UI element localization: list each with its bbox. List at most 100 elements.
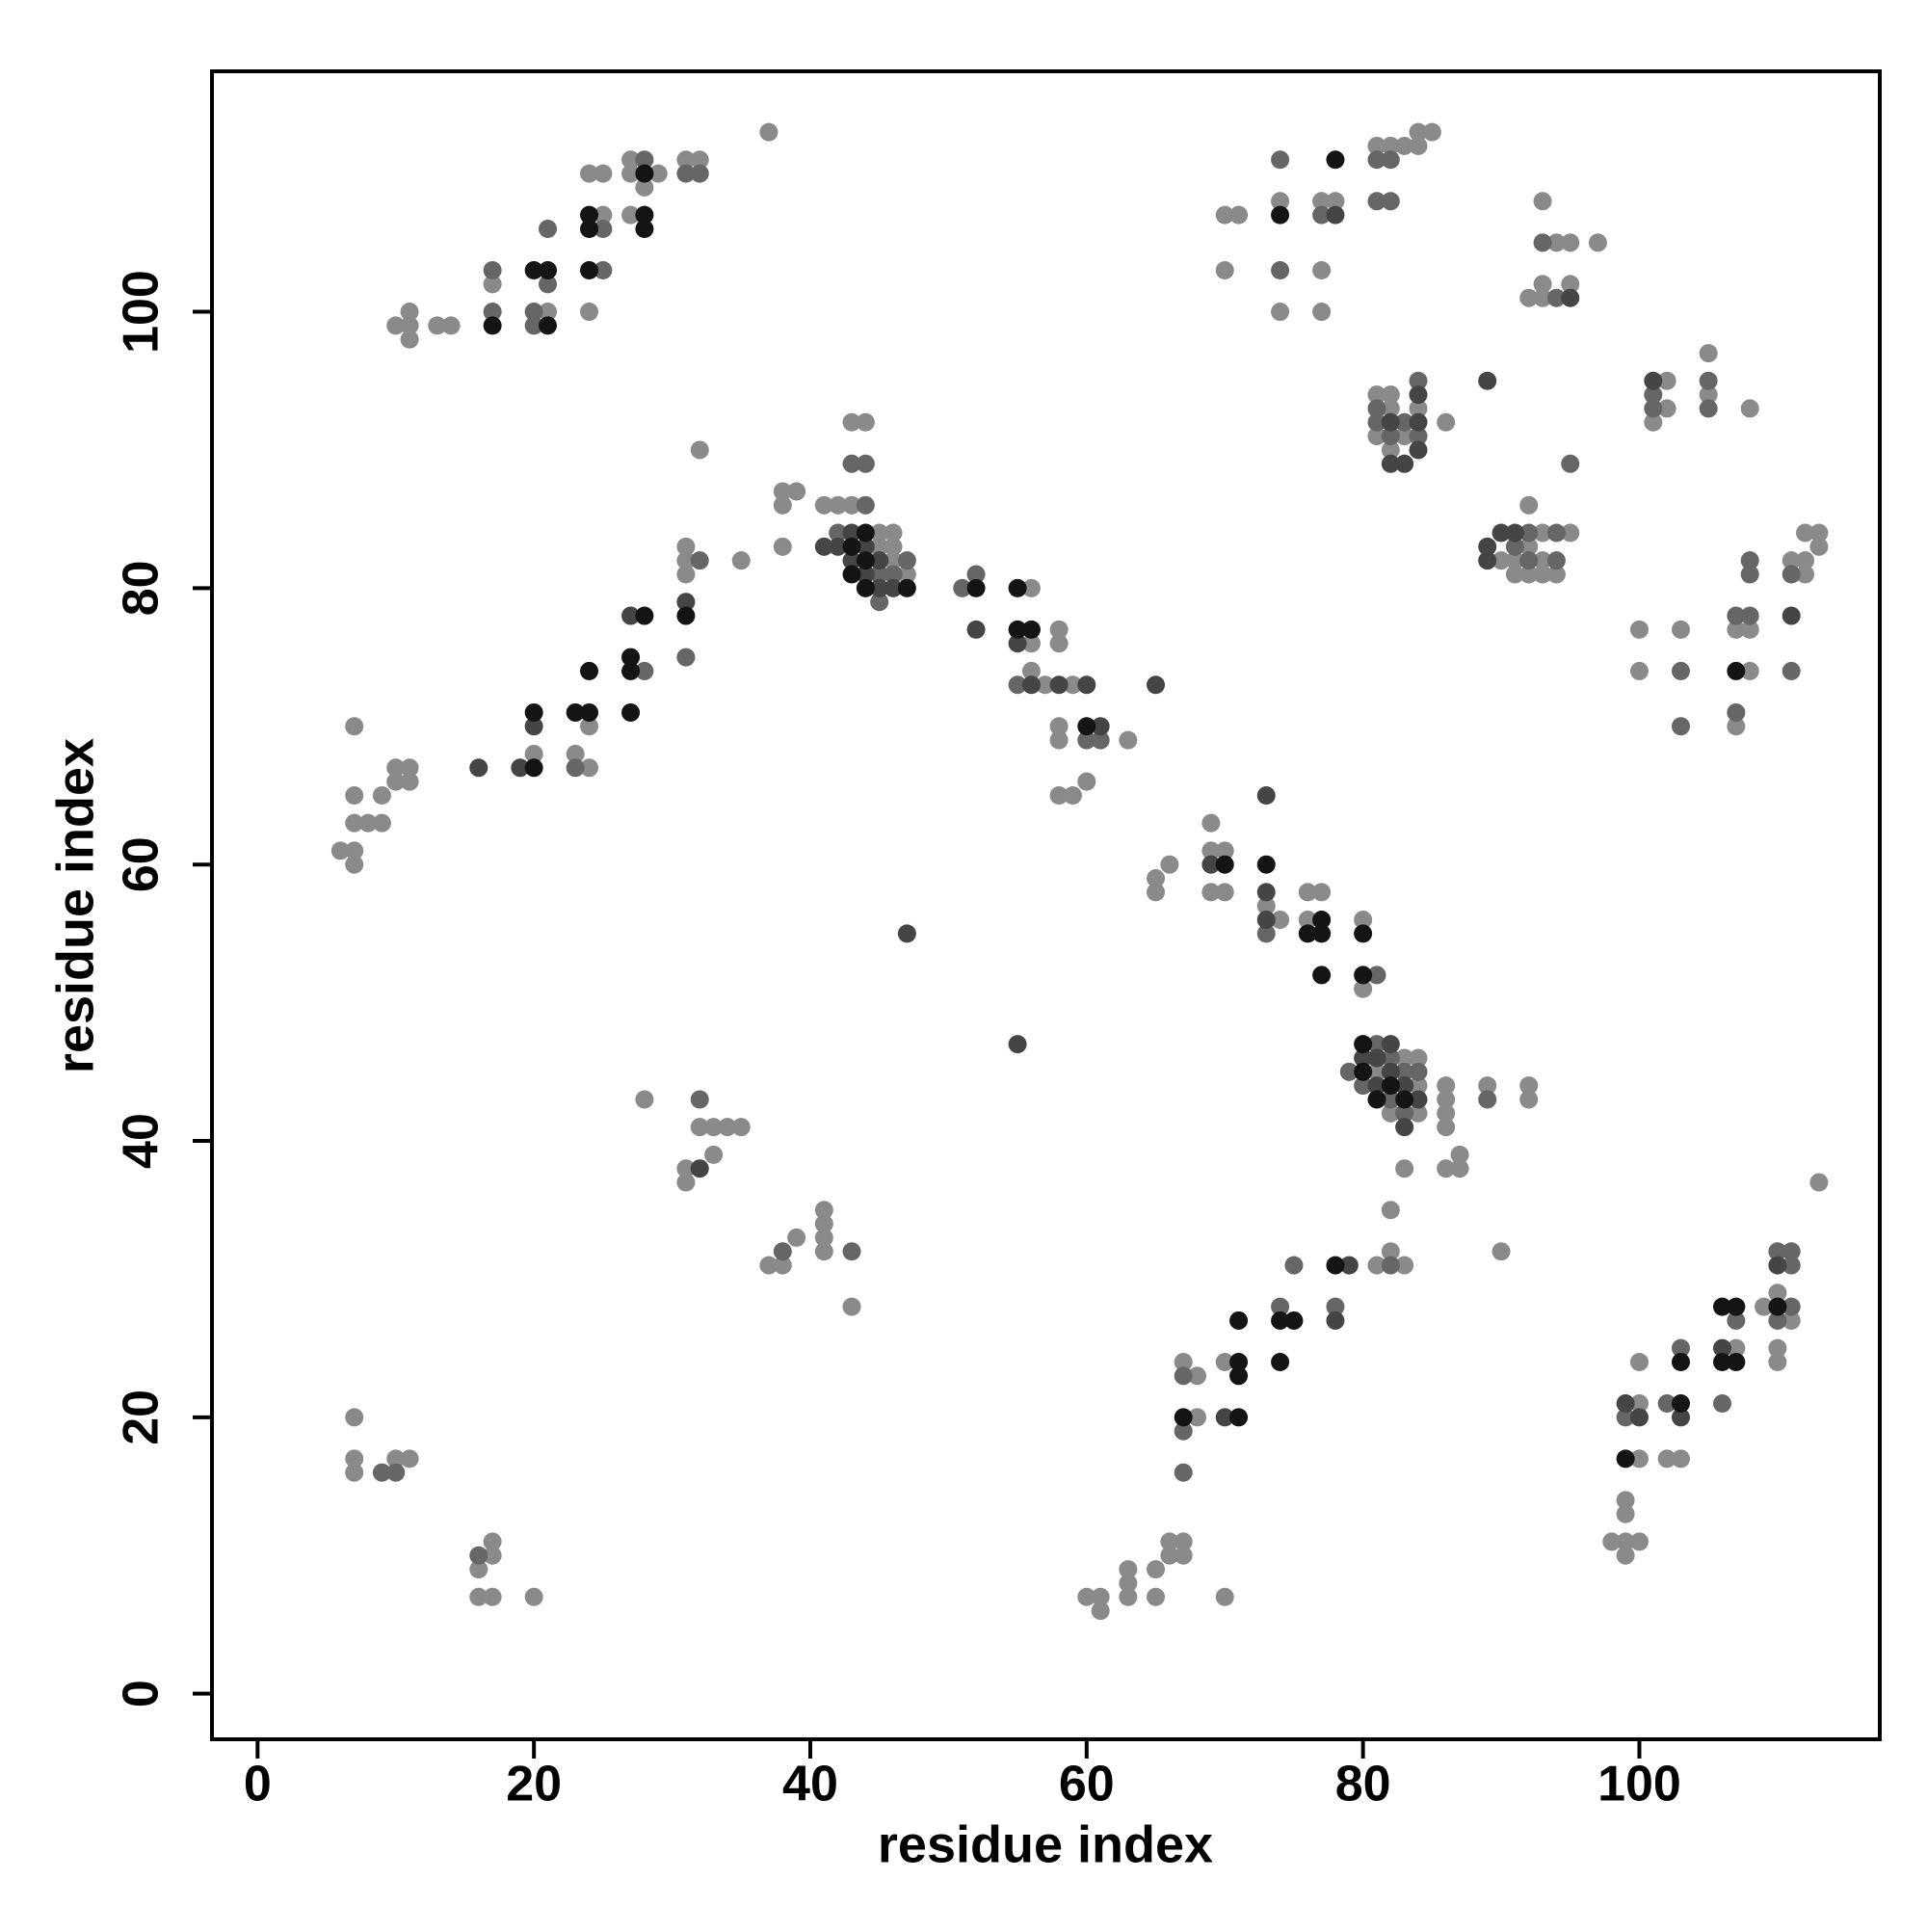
point: [870, 537, 889, 556]
point: [1713, 1338, 1732, 1358]
point: [1616, 1546, 1635, 1565]
point: [1367, 136, 1386, 155]
y-tick-label: 0: [114, 1680, 170, 1707]
point: [524, 758, 543, 778]
point: [524, 1587, 543, 1606]
point: [1271, 205, 1290, 225]
point: [1201, 813, 1221, 833]
point: [1174, 1532, 1193, 1551]
point: [1367, 427, 1386, 446]
y-tick-label: 20: [114, 1389, 170, 1445]
point: [1727, 661, 1746, 680]
point: [1561, 454, 1580, 473]
point: [1298, 911, 1317, 930]
point: [483, 1546, 502, 1565]
point: [483, 316, 502, 335]
point: [1713, 1297, 1732, 1316]
point: [372, 1463, 391, 1482]
point: [538, 275, 557, 294]
point: [483, 261, 502, 280]
point: [690, 164, 709, 183]
point: [1561, 275, 1580, 294]
point: [842, 565, 861, 584]
point: [400, 303, 419, 322]
point: [1381, 454, 1400, 473]
point: [1271, 1297, 1290, 1316]
point: [345, 1408, 364, 1427]
point: [1561, 288, 1580, 307]
point: [1616, 1532, 1635, 1551]
point: [1326, 192, 1345, 211]
point: [1201, 883, 1221, 902]
point: [870, 523, 889, 543]
point: [1478, 551, 1497, 570]
point: [1367, 192, 1386, 211]
y-tick-label: 100: [114, 270, 170, 354]
point: [1174, 1421, 1193, 1441]
point: [1768, 1256, 1787, 1275]
point: [1768, 1338, 1787, 1358]
point: [690, 1090, 709, 1109]
point: [1450, 1145, 1469, 1164]
point: [1284, 1310, 1304, 1330]
point: [1671, 620, 1690, 639]
point: [1782, 565, 1801, 584]
point: [469, 758, 488, 778]
point: [676, 551, 696, 570]
point: [483, 275, 502, 294]
point: [676, 648, 696, 667]
point: [1381, 1090, 1400, 1109]
point: [1395, 454, 1414, 473]
point: [856, 551, 875, 570]
point: [580, 261, 599, 280]
point: [372, 813, 391, 833]
point: [511, 758, 530, 778]
point: [1755, 1297, 1774, 1316]
point: [1147, 1560, 1166, 1579]
x-tick-label: 60: [1059, 1757, 1115, 1813]
point: [842, 1297, 861, 1316]
point: [1008, 675, 1027, 695]
point: [1381, 412, 1400, 432]
point: [1312, 205, 1332, 225]
point: [1160, 1546, 1179, 1565]
point: [1381, 1103, 1400, 1123]
point: [1491, 551, 1511, 570]
point: [1437, 1076, 1456, 1096]
point: [1533, 275, 1552, 294]
point: [1381, 1076, 1400, 1096]
point: [580, 758, 599, 778]
point: [1367, 1062, 1386, 1081]
point: [829, 523, 848, 543]
point: [1768, 1310, 1787, 1330]
point: [1629, 1394, 1649, 1414]
point: [1174, 1366, 1193, 1386]
point: [1782, 1297, 1801, 1316]
point: [1533, 523, 1552, 543]
point: [1409, 136, 1428, 155]
point: [1727, 1310, 1746, 1330]
point: [1671, 1394, 1690, 1414]
point: [814, 1228, 833, 1247]
point: [1271, 192, 1290, 211]
point: [1546, 233, 1566, 252]
point: [1284, 1256, 1304, 1275]
point: [759, 122, 779, 142]
point: [594, 205, 613, 225]
point: [676, 565, 696, 584]
point: [1657, 1394, 1676, 1414]
point: [1491, 523, 1511, 543]
point: [676, 1159, 696, 1178]
point: [1367, 412, 1386, 432]
point: [1271, 1310, 1290, 1330]
point: [966, 578, 986, 597]
point: [1395, 1256, 1414, 1275]
point: [386, 772, 406, 791]
point: [1395, 412, 1414, 432]
point: [1409, 1062, 1428, 1081]
point: [1533, 288, 1552, 307]
point: [1381, 399, 1400, 418]
point: [594, 261, 613, 280]
point: [856, 523, 875, 543]
